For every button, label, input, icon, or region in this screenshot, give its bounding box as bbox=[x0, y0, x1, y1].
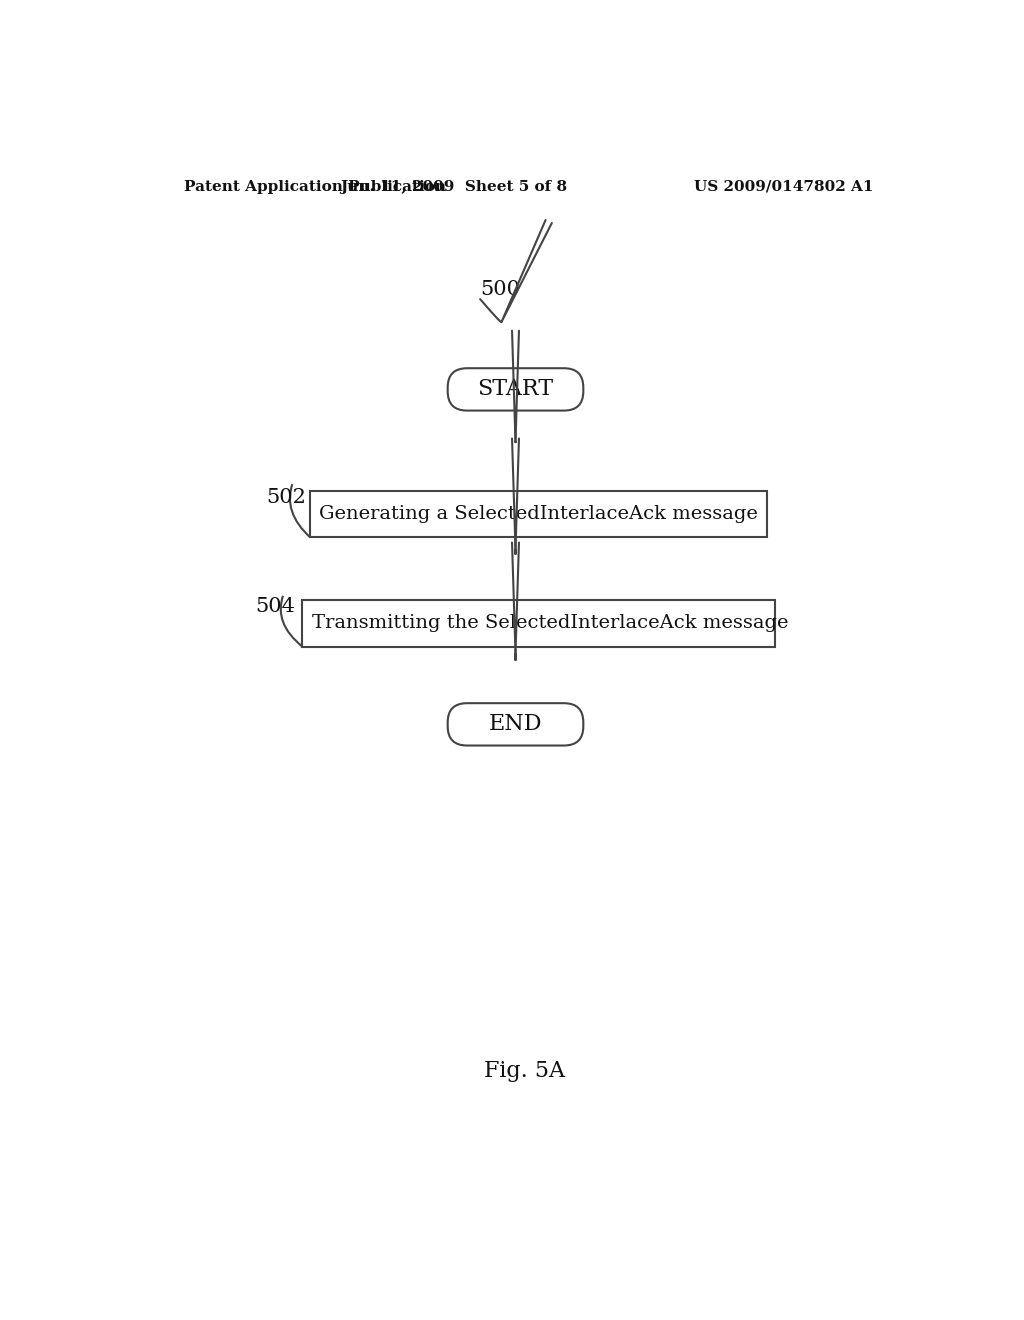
Text: US 2009/0147802 A1: US 2009/0147802 A1 bbox=[693, 180, 873, 194]
FancyBboxPatch shape bbox=[447, 368, 584, 411]
Text: Fig. 5A: Fig. 5A bbox=[484, 1060, 565, 1082]
Text: Patent Application Publication: Patent Application Publication bbox=[183, 180, 445, 194]
Text: START: START bbox=[477, 379, 554, 400]
FancyBboxPatch shape bbox=[310, 491, 767, 537]
Text: 504: 504 bbox=[255, 597, 295, 616]
Text: 502: 502 bbox=[266, 487, 306, 507]
Text: Jun. 11, 2009  Sheet 5 of 8: Jun. 11, 2009 Sheet 5 of 8 bbox=[340, 180, 567, 194]
Text: Generating a SelectedInterlaceAck message: Generating a SelectedInterlaceAck messag… bbox=[319, 506, 759, 523]
Text: END: END bbox=[488, 713, 543, 735]
Text: Transmitting the SelectedInterlaceAck message: Transmitting the SelectedInterlaceAck me… bbox=[311, 615, 788, 632]
FancyBboxPatch shape bbox=[447, 704, 584, 746]
FancyBboxPatch shape bbox=[302, 601, 775, 647]
Text: 500: 500 bbox=[480, 280, 520, 298]
